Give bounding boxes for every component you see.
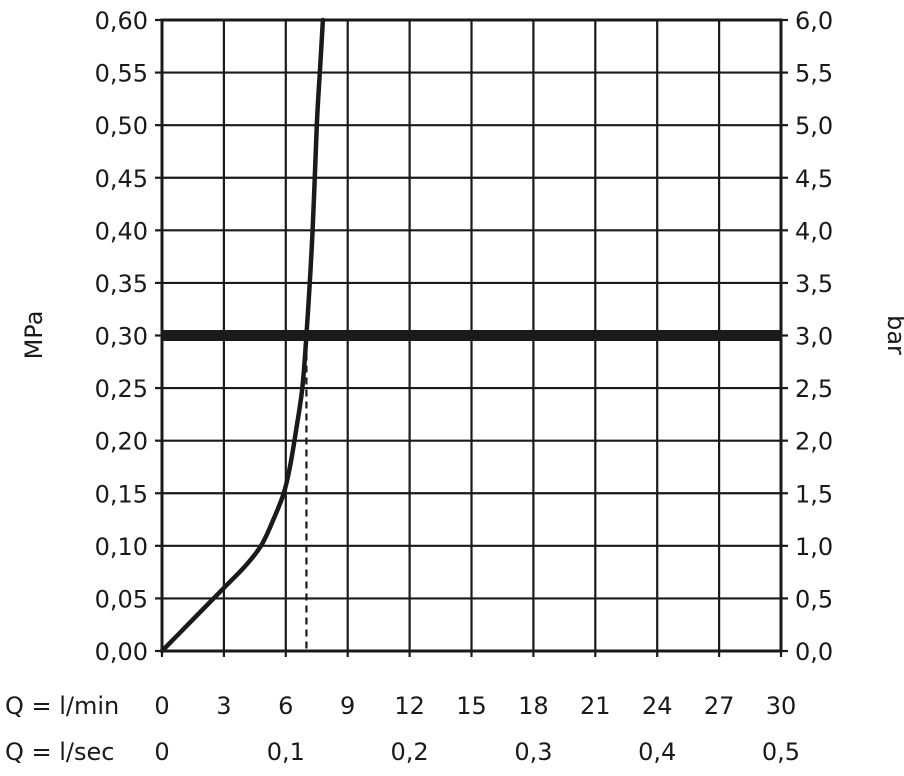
y-tick-right-3: 1,5: [795, 480, 833, 508]
x-tick-lmin-10: 30: [766, 692, 797, 720]
y-tick-right-1: 0,5: [795, 585, 833, 613]
y-tick-left-6: 0,30: [95, 323, 148, 351]
y-tick-left-11: 0,55: [95, 60, 148, 88]
x-tick-lmin-9: 27: [704, 692, 735, 720]
y-tick-right-9: 4,5: [795, 165, 833, 193]
x-axis-label-lsec: Q = l/sec: [5, 738, 114, 766]
x-tick-lmin-4: 12: [394, 692, 425, 720]
y-tick-right-8: 4,0: [795, 217, 833, 245]
x-tick-lmin-8: 24: [642, 692, 673, 720]
y-tick-right-11: 5,5: [795, 60, 833, 88]
x-tick-lsec-3: 0,3: [514, 738, 552, 766]
y-tick-left-3: 0,15: [95, 480, 148, 508]
x-tick-lmin-3: 9: [340, 692, 355, 720]
y-tick-left-4: 0,20: [95, 428, 148, 456]
y-tick-right-5: 2,5: [795, 375, 833, 403]
x-tick-lsec-0: 0: [154, 738, 169, 766]
y-tick-right-12: 6,0: [795, 7, 833, 35]
x-tick-lmin-0: 0: [154, 692, 169, 720]
y-tick-right-4: 2,0: [795, 428, 833, 456]
x-tick-lsec-2: 0,2: [391, 738, 429, 766]
y-tick-right-0: 0,0: [795, 638, 833, 666]
x-tick-lsec-1: 0,1: [267, 738, 305, 766]
y-tick-right-2: 1,0: [795, 533, 833, 561]
y-tick-right-7: 3,5: [795, 270, 833, 298]
y-tick-left-8: 0,40: [95, 217, 148, 245]
label-layer: MPa bar Q = l/min Q = l/sec 0 3 6 9 12 15 18 21…: [5, 7, 904, 766]
mark-layer: [159, 17, 781, 654]
y-tick-right-6: 3,0: [795, 323, 833, 351]
y-tick-left-10: 0,50: [95, 112, 148, 140]
y-axis-title-right: bar: [882, 315, 904, 355]
y-axis-title-left: MPa: [20, 311, 48, 360]
y-tick-left-0: 0,00: [95, 638, 148, 666]
y-tick-left-7: 0,35: [95, 270, 148, 298]
x-tick-lmin-6: 18: [518, 692, 549, 720]
y-tick-left-12: 0,60: [95, 7, 148, 35]
x-axis-label-lmin: Q = l/min: [5, 692, 119, 720]
flow-curve: [159, 17, 326, 654]
x-tick-lmin-5: 15: [456, 692, 487, 720]
x-tick-lmin-1: 3: [216, 692, 231, 720]
y-tick-left-1: 0,05: [95, 585, 148, 613]
x-tick-lsec-4: 0,4: [638, 738, 676, 766]
x-tick-lmin-2: 6: [278, 692, 293, 720]
y-tick-right-10: 5,0: [795, 112, 833, 140]
y-tick-left-5: 0,25: [95, 375, 148, 403]
y-tick-left-9: 0,45: [95, 165, 148, 193]
x-tick-lsec-5: 0,5: [762, 738, 800, 766]
y-tick-left-2: 0,10: [95, 533, 148, 561]
x-tick-lmin-7: 21: [580, 692, 611, 720]
